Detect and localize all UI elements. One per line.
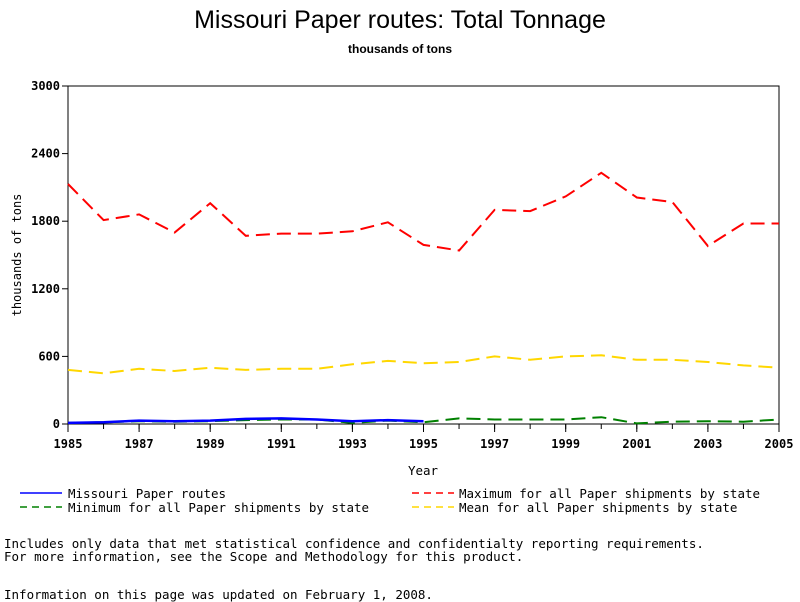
y-tick-label: 1800 xyxy=(31,214,60,228)
x-tick-label: 1987 xyxy=(125,437,154,451)
footnote-methodology: For more information, see the Scope and … xyxy=(4,549,524,564)
x-tick-label: 1991 xyxy=(267,437,296,451)
series-line-0 xyxy=(67,417,424,425)
chart-title: Missouri Paper routes: Total Tonnage xyxy=(194,6,606,34)
legend-label-minimum: Minimum for all Paper shipments by state xyxy=(68,500,369,515)
legend-label-maximum: Maximum for all Paper shipments by state xyxy=(459,486,760,501)
x-tick-label: 2003 xyxy=(693,437,722,451)
series-line-1 xyxy=(67,171,779,252)
legend: Missouri Paper routes Maximum for all Pa… xyxy=(20,486,760,515)
footnote-confidentiality: Includes only data that met statistical … xyxy=(4,536,704,551)
y-tick-label: 1200 xyxy=(31,282,60,296)
x-axis-label: Year xyxy=(408,463,439,478)
x-tick-label: 1993 xyxy=(338,437,367,451)
y-tick-label: 2400 xyxy=(31,147,60,161)
x-tick-label: 1985 xyxy=(54,437,83,451)
y-tick-label: 0 xyxy=(53,417,60,431)
x-tick-label: 2001 xyxy=(622,437,651,451)
legend-label-missouri: Missouri Paper routes xyxy=(68,486,226,501)
x-tick-label: 1989 xyxy=(196,437,225,451)
y-tick-label: 3000 xyxy=(31,79,60,93)
plot-frame xyxy=(67,85,780,425)
series-lines xyxy=(67,171,780,425)
y-axis: 0 600 1200 1800 2400 3000 xyxy=(31,79,68,431)
chart-subtitle: thousands of tons xyxy=(348,42,452,56)
series-line-3 xyxy=(67,354,780,375)
x-tick-label: 1997 xyxy=(480,437,509,451)
footnote-updated: Information on this page was updated on … xyxy=(4,587,433,602)
x-tick-label: 2005 xyxy=(765,437,794,451)
x-tick-label: 1995 xyxy=(409,437,438,451)
x-tick-label: 1999 xyxy=(551,437,580,451)
legend-label-mean: Mean for all Paper shipments by state xyxy=(459,500,737,515)
y-tick-label: 600 xyxy=(38,349,60,363)
y-axis-label: thousands of tons xyxy=(10,194,24,317)
x-axis: 1985 1987 1989 1991 1993 1995 1997 1999 2001 2003… xyxy=(54,424,794,451)
